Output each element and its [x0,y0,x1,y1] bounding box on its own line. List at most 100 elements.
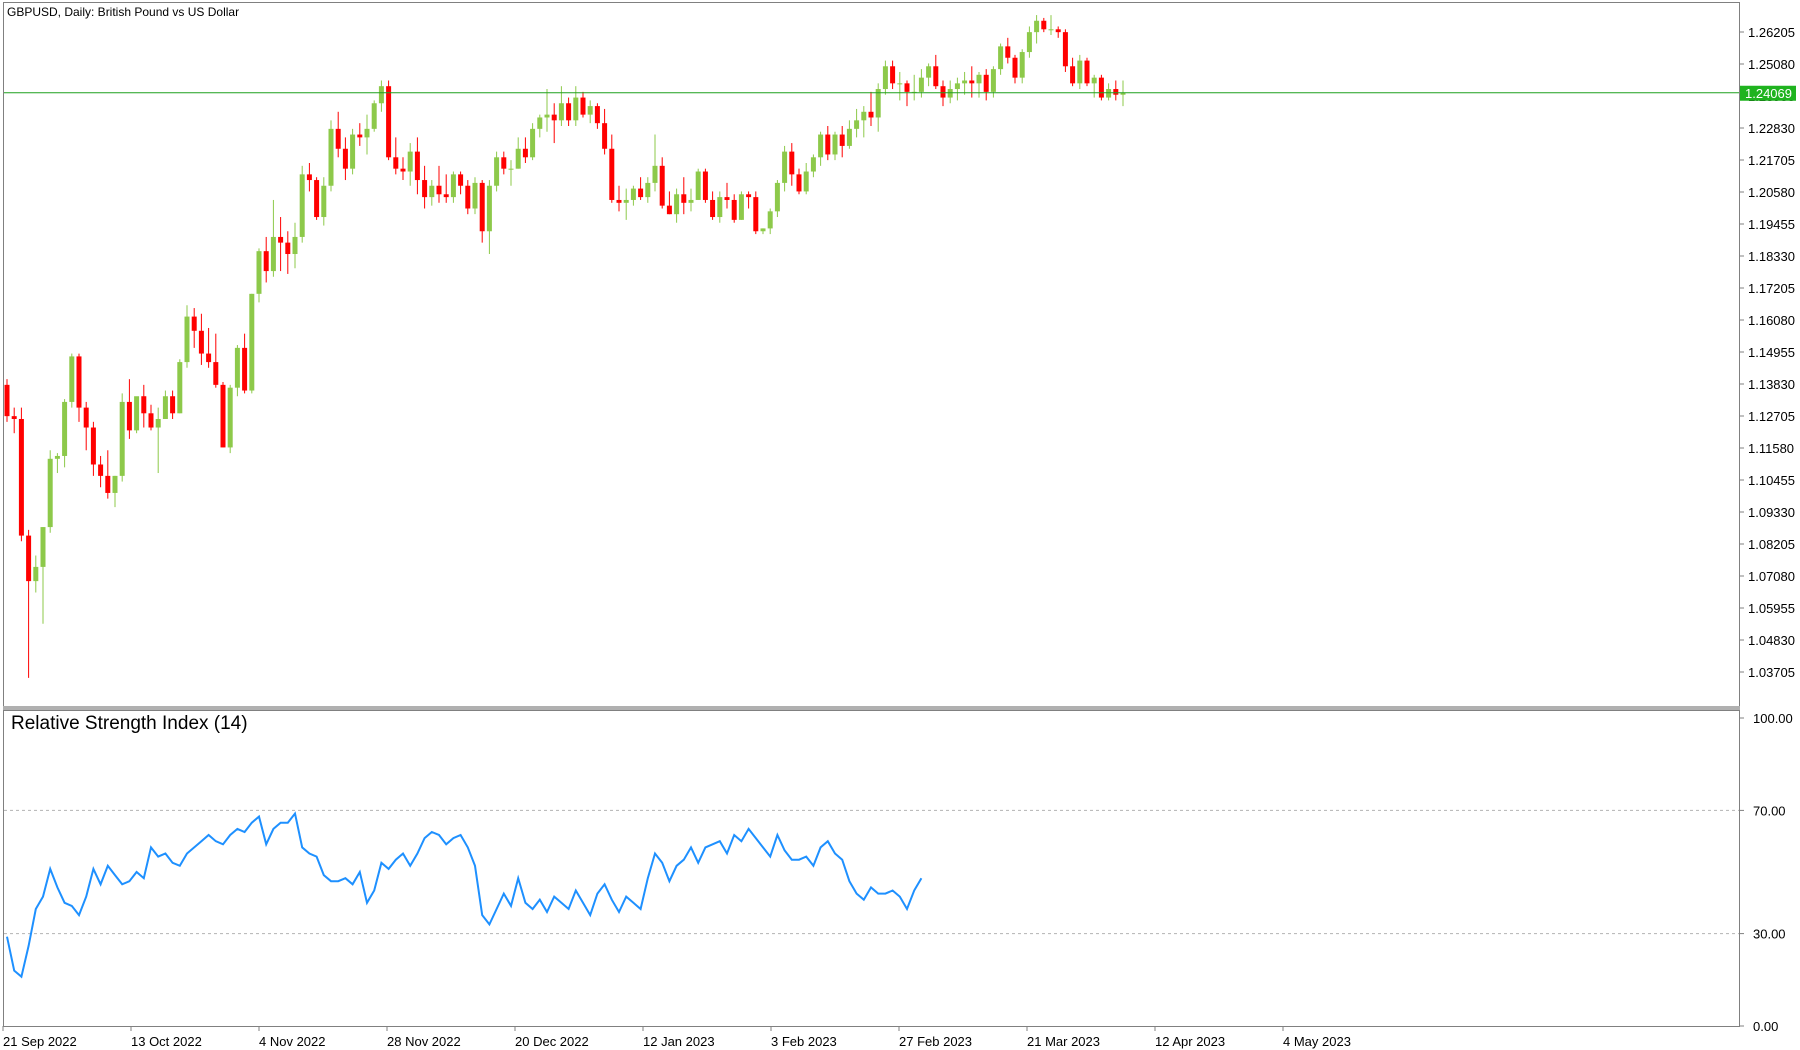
candle [18,407,24,542]
candle [292,222,298,269]
candle-body [328,128,334,186]
candle [537,114,543,138]
candle [393,137,399,175]
candle [846,120,852,149]
candle-body [1048,29,1054,31]
candle [148,404,154,431]
price-axis-tick-label: 1.14955 [1748,345,1795,360]
candle-body [947,89,953,98]
candle [832,131,838,161]
candle [710,191,716,220]
candle-body [213,362,219,385]
candle-body [371,103,377,129]
candle-body [1041,20,1047,30]
time-axis-tick-label: 21 Sep 2022 [3,1034,77,1049]
candle-body [429,185,435,198]
candle-body [731,199,737,220]
candle-body [458,174,464,186]
candle [112,475,118,508]
candle [695,168,701,200]
candle-body [861,111,867,121]
candle-body [494,157,500,186]
candle [839,126,845,158]
candle [875,83,881,132]
candle [378,80,384,112]
candle-body [537,117,543,129]
candle [594,103,600,129]
candle-body [33,566,39,582]
candle-body [256,251,262,294]
candle [825,126,831,161]
candle-body [782,151,788,183]
candle-body [602,123,608,149]
candle [645,177,651,203]
candle-body [191,316,197,331]
candle-body [47,458,53,528]
candle-body [508,168,514,170]
candle-body [515,148,521,169]
candle-body [897,83,903,85]
time-axis-tick-label: 20 Dec 2022 [515,1034,589,1049]
candle-body [789,151,795,175]
candle-body [285,242,291,255]
current-price-tag-label: 1.24069 [1745,86,1792,101]
candle-body [796,174,802,192]
candle [1098,74,1104,101]
candle [1041,17,1047,33]
candle-body [674,194,680,215]
candle [400,157,406,181]
candle [954,77,960,101]
candle [299,165,305,243]
candle [249,293,255,394]
candle-body [198,330,204,354]
candle [1113,80,1119,101]
candle-body [522,148,528,158]
candle [731,194,737,223]
candle-body [1005,46,1011,58]
candle [1005,37,1011,64]
candle-body [249,293,255,391]
candle [530,123,536,161]
candle [580,91,586,118]
candle [328,120,334,192]
rsi-levels [4,809,1739,935]
candle [861,106,867,138]
candle-body [717,197,723,218]
candle [126,379,132,439]
candle-body [990,69,996,92]
candle-body [1077,60,1083,84]
candle [364,114,370,155]
candle-body [753,197,759,232]
price-axis: 1.262051.250801.239551.228301.217051.205… [1739,25,1795,680]
candle [998,43,1004,75]
candle-body [638,188,644,198]
candle [458,171,464,195]
current-price-tag: 1.24069 [1740,85,1796,101]
candle-body [486,185,492,232]
candle-body [141,396,147,414]
rsi-axis-tick-label: 0.00 [1753,1019,1778,1034]
candle-body [695,171,701,200]
candle [551,103,557,144]
candle [321,177,327,226]
candle [170,390,176,419]
time-axis-tick-label: 27 Feb 2023 [899,1034,972,1049]
candle-body [242,347,248,391]
candle [47,450,53,533]
candle [83,401,89,451]
price-axis-tick-label: 1.16080 [1748,313,1795,328]
candle-body [321,185,327,218]
candle [681,177,687,215]
candle-body [292,236,298,255]
candle [746,191,752,209]
candle [105,450,111,499]
candle [206,327,212,368]
candle [450,171,456,203]
candle [868,91,874,127]
candle-body [54,455,60,459]
time-axis-tick-label: 4 Nov 2022 [259,1034,326,1049]
candle-body [645,182,651,198]
candle [4,379,10,422]
candle-body [854,120,860,129]
candle-body [803,171,809,192]
